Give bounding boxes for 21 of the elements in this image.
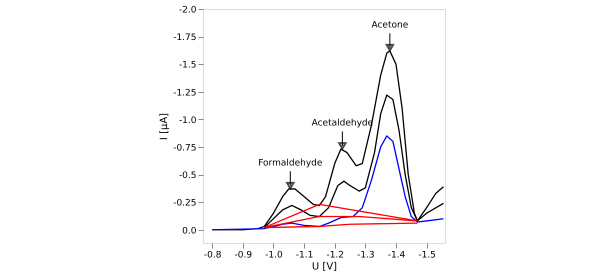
annotation: Formaldehyde <box>258 158 323 168</box>
x-tick-label: -1.0 <box>265 250 284 260</box>
annotation: Acetone <box>371 20 409 30</box>
y-tick-label: -0.25 <box>173 198 196 209</box>
y-tick-label: -1.5 <box>178 60 196 71</box>
y-axis-title: I [µA] <box>159 112 170 140</box>
y-tick-label: -2.0 <box>178 6 197 16</box>
x-tick-label: -1.3 <box>357 250 375 260</box>
y-tick-label: -0.5 <box>178 171 196 182</box>
x-tick-label: -0.8 <box>204 250 222 260</box>
x-tick-label: -1.5 <box>418 250 436 260</box>
y-tick-label: -0.75 <box>173 143 196 154</box>
x-tick-label: -1.4 <box>388 250 406 260</box>
y-tick-label: -1.75 <box>173 33 196 44</box>
y-tick-label: -1.0 <box>178 116 197 126</box>
x-tick-label: -1.1 <box>296 250 314 260</box>
x-tick-label: -1.2 <box>326 250 344 260</box>
y-tick-label: 0.0 <box>182 226 197 236</box>
x-tick-label: -0.9 <box>234 250 252 260</box>
y-tick-label: -1.25 <box>173 88 196 98</box>
x-axis-title: U [V] <box>312 262 338 272</box>
